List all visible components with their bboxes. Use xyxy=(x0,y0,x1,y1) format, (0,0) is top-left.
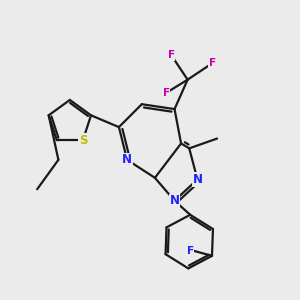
Text: F: F xyxy=(208,58,216,68)
Text: F: F xyxy=(187,246,194,256)
Text: F: F xyxy=(163,88,170,98)
Text: F: F xyxy=(168,50,175,60)
Text: N: N xyxy=(192,173,203,186)
Text: N: N xyxy=(122,153,132,166)
Text: N: N xyxy=(169,194,179,207)
Text: S: S xyxy=(79,134,87,147)
